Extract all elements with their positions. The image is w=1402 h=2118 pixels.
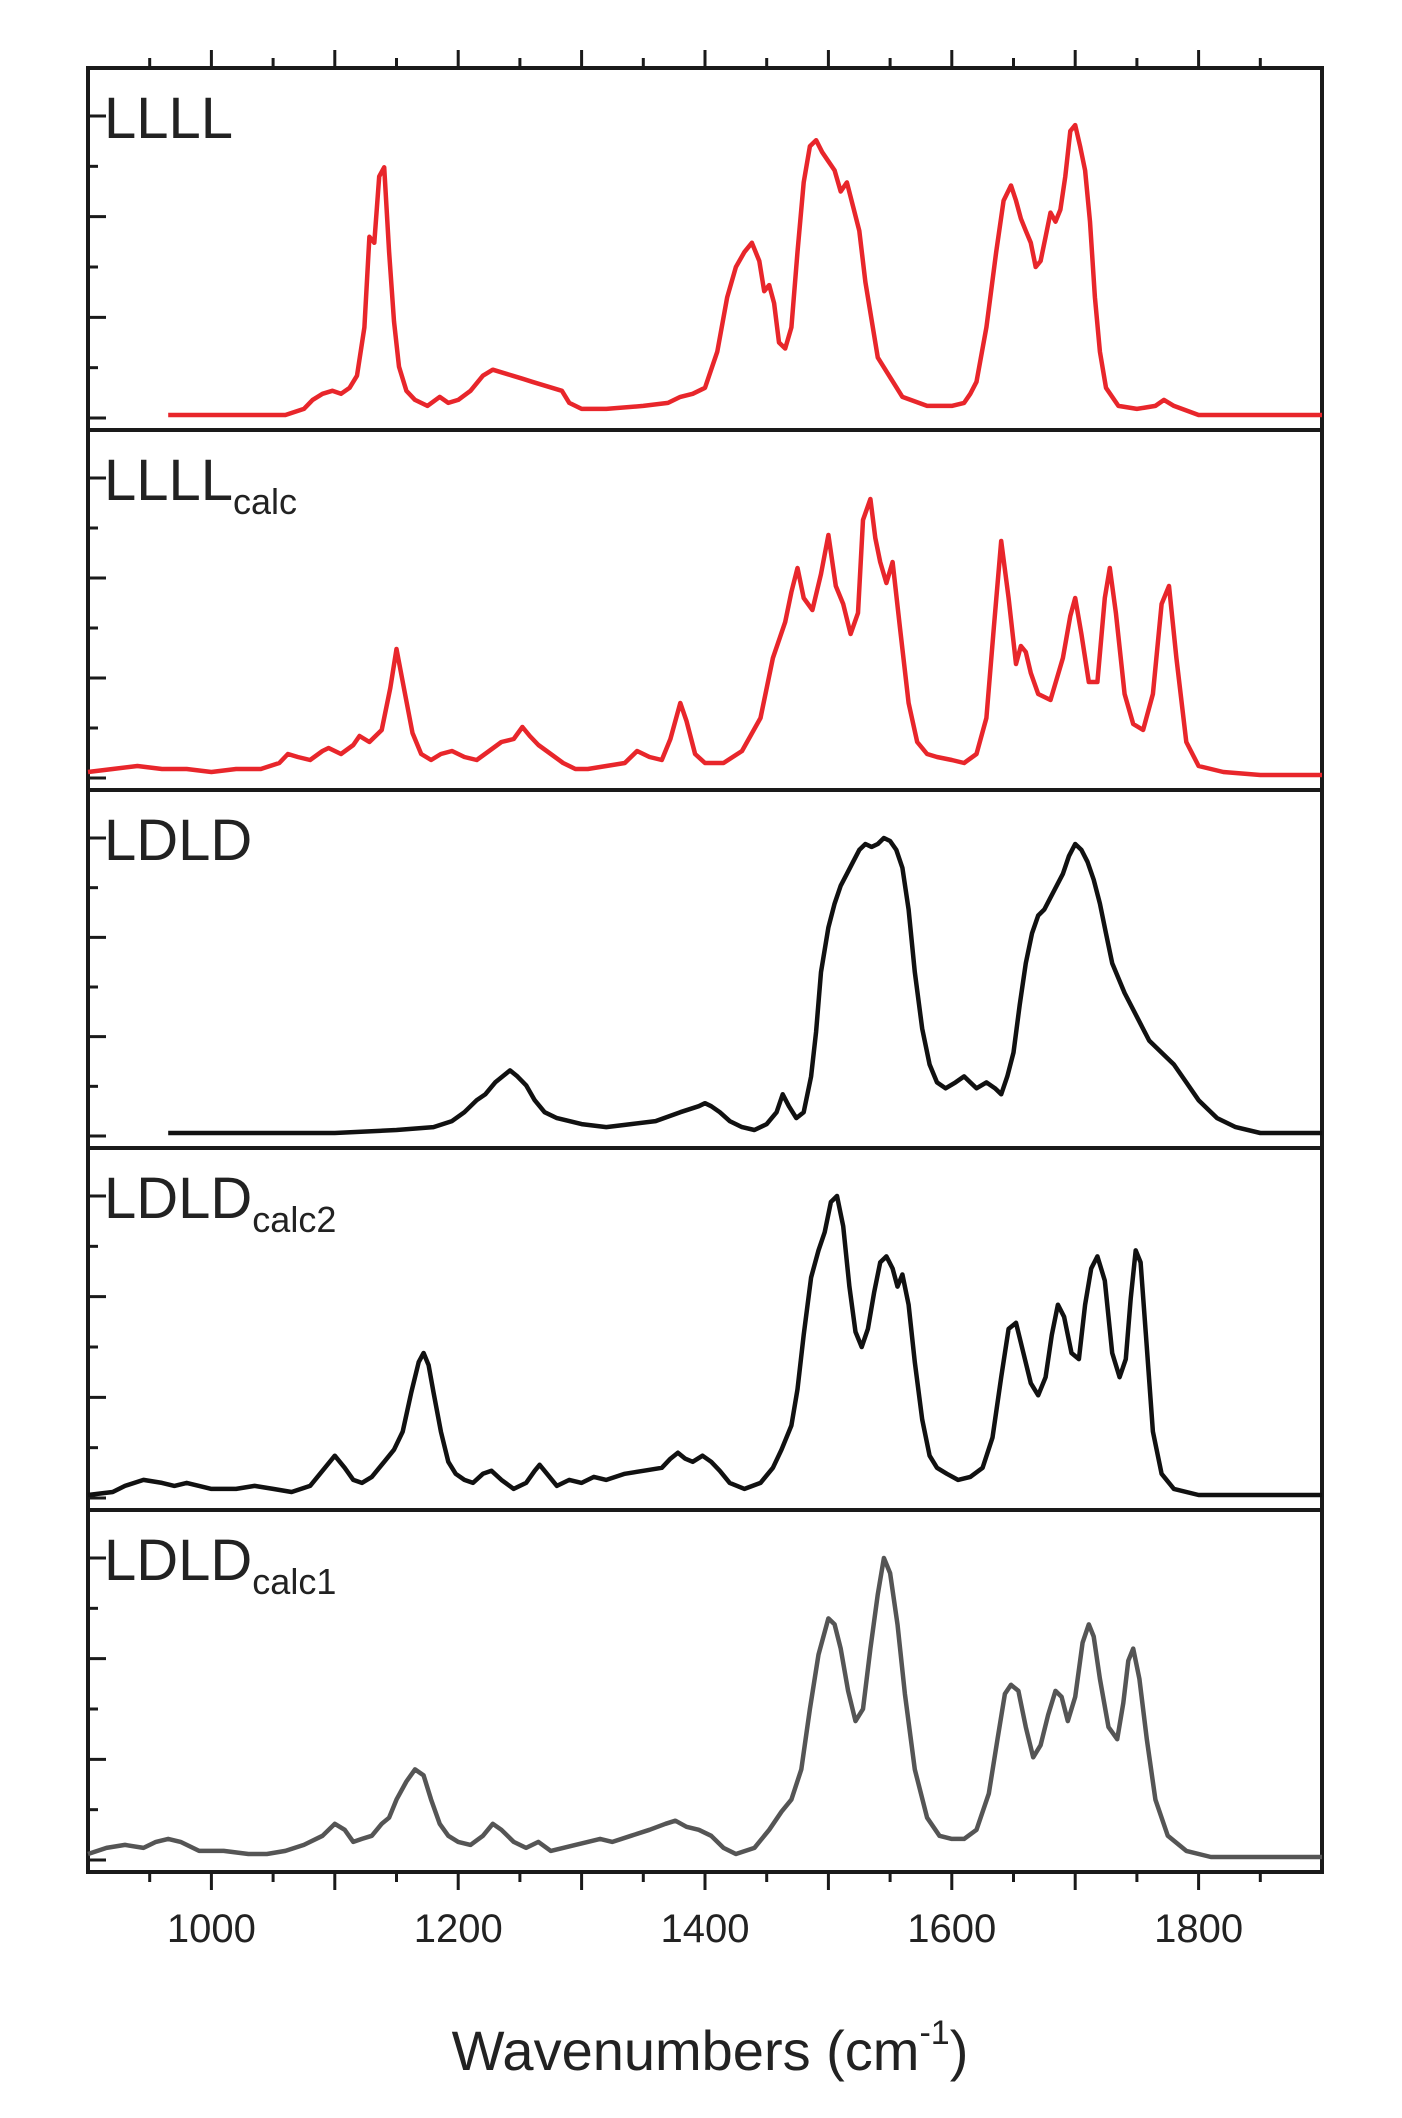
x-axis-label-main: Wavenumbers (cm [452, 2019, 920, 2082]
x-axis-label: Wavenumbers (cm-1) [452, 2014, 969, 2082]
panel-label: LDLDcalc1 [104, 1528, 336, 1602]
spectrum-line [168, 122, 1322, 418]
panel-label-main: LLLL [104, 448, 233, 513]
panel-5: LDLDcalc1 [86, 1508, 1324, 1874]
panel-label-main: LDLD [104, 1166, 252, 1231]
panel-label-subscript: calc2 [252, 1199, 336, 1240]
panel-3: LDLD [86, 788, 1324, 1150]
spectrum-line [168, 835, 1322, 1136]
panel-label-subscript: calc [233, 481, 297, 522]
panel-label-main: LDLD [104, 1528, 252, 1593]
panel-4: LDLDcalc2 [86, 1146, 1324, 1512]
panel-frame [86, 66, 1324, 432]
x-tick-label: 1400 [661, 1907, 750, 1951]
x-axis: 1000 1200 1400 1600 1800 [148, 50, 1262, 1951]
panel-label-main: LDLD [104, 808, 252, 873]
panel-frame [86, 788, 1324, 1150]
x-axis-label-superscript: -1 [919, 2014, 949, 2052]
x-axis-label-close: ) [950, 2019, 969, 2082]
spectrum-line [87, 496, 1322, 778]
panel-1: LLLL [86, 66, 1324, 432]
panel-label: LLLLcalc [104, 448, 297, 522]
panel-label-main: LLLL [104, 86, 233, 151]
x-tick-label: 1800 [1154, 1907, 1243, 1951]
panel-label-subscript: calc1 [252, 1561, 336, 1602]
x-tick-label: 1000 [167, 1907, 256, 1951]
x-tick-label: 1200 [414, 1907, 503, 1951]
panel-label: LDLD [104, 808, 252, 873]
panel-2: LLLLcalc [86, 428, 1324, 792]
spectrum-line [87, 1555, 1322, 1860]
panel-label: LLLL [104, 86, 233, 151]
panel-label: LDLDcalc2 [104, 1166, 336, 1240]
spectrum-line [87, 1193, 1322, 1498]
x-tick-label: 1600 [907, 1907, 996, 1951]
